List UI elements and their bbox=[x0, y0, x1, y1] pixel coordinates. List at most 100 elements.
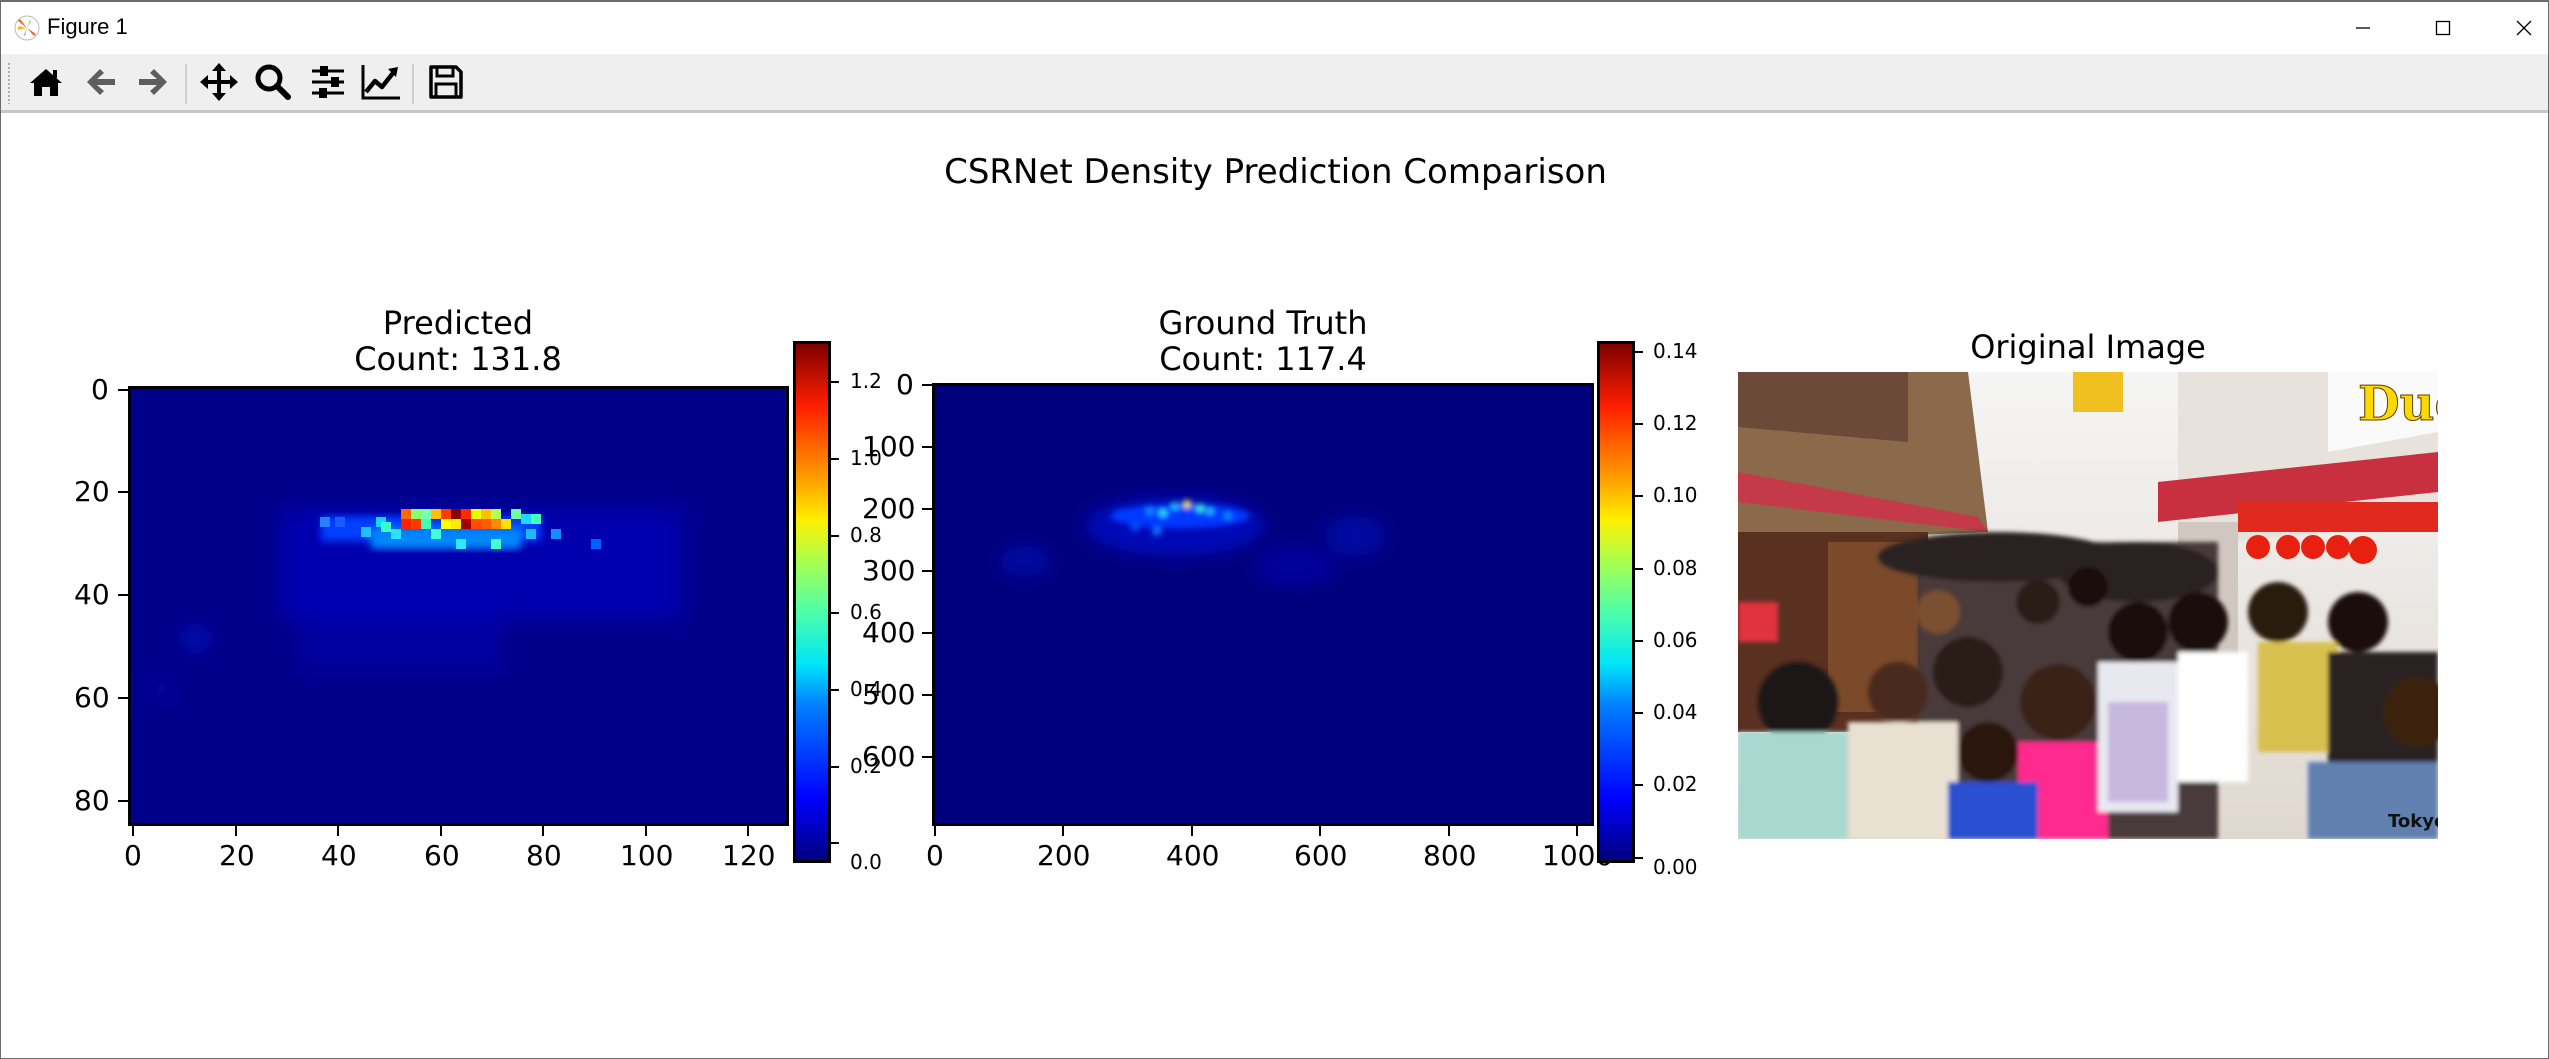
arrow-right-icon bbox=[139, 69, 167, 95]
sliders-icon bbox=[312, 66, 344, 98]
x-tick bbox=[1448, 826, 1450, 836]
y-tick-label: 0 bbox=[91, 373, 109, 406]
x-tick-label: 600 bbox=[1294, 839, 1348, 872]
colorbar-tick-label: 0.00 bbox=[1653, 855, 1698, 879]
predicted-count-label: Count: 131.8 bbox=[354, 340, 562, 378]
navigation-toolbar bbox=[1, 54, 2548, 113]
y-tick bbox=[922, 446, 932, 448]
minimize-icon bbox=[2356, 27, 2370, 29]
colorbar-tick-label: 0.04 bbox=[1653, 700, 1698, 724]
magnifier-icon bbox=[255, 64, 291, 100]
y-tick bbox=[922, 756, 932, 758]
predicted-title-line1: Predicted bbox=[382, 304, 534, 342]
home-button[interactable] bbox=[26, 62, 66, 102]
x-tick-label: 400 bbox=[1166, 839, 1220, 872]
window-title: Figure 1 bbox=[47, 14, 128, 39]
pan-button[interactable] bbox=[199, 62, 239, 102]
colorbar-tick bbox=[831, 842, 839, 844]
minimize-button[interactable] bbox=[2343, 12, 2383, 44]
colorbar-tick-label: 0.2 bbox=[850, 754, 882, 778]
ground-truth-heatmap-image bbox=[935, 386, 1591, 823]
x-tick bbox=[337, 826, 339, 836]
back-button[interactable] bbox=[81, 62, 121, 102]
y-tick bbox=[118, 697, 128, 699]
home-icon bbox=[30, 69, 62, 96]
y-tick-label: 300 bbox=[862, 554, 916, 587]
x-tick bbox=[132, 826, 134, 836]
maximize-icon bbox=[2435, 20, 2451, 36]
save-button[interactable] bbox=[426, 62, 466, 102]
close-icon bbox=[2516, 20, 2532, 36]
x-tick bbox=[747, 826, 749, 836]
zoom-button[interactable] bbox=[253, 62, 293, 102]
y-tick bbox=[922, 570, 932, 572]
colorbar-tick bbox=[1635, 712, 1643, 714]
edit-axis-button[interactable] bbox=[361, 62, 401, 102]
line-chart-icon bbox=[361, 65, 400, 100]
y-tick bbox=[118, 389, 128, 391]
y-tick bbox=[118, 594, 128, 596]
y-tick bbox=[922, 384, 932, 386]
x-tick-label: 100 bbox=[620, 839, 674, 872]
original-crowd-image[interactable]: Duc bbox=[1738, 372, 2438, 839]
colorbar-tick-label: 1.2 bbox=[850, 369, 882, 393]
figure-suptitle: CSRNet Density Prediction Comparison bbox=[944, 152, 1607, 192]
colorbar-tick-label: 0.08 bbox=[1653, 556, 1698, 580]
ground-truth-density-heatmap[interactable] bbox=[932, 383, 1594, 826]
colorbar-tick bbox=[831, 689, 839, 691]
colorbar-tick-label: 0.4 bbox=[850, 677, 882, 701]
floppy-disk-icon bbox=[429, 65, 463, 99]
y-tick bbox=[922, 632, 932, 634]
colorbar-tick-label: 0.8 bbox=[850, 523, 882, 547]
x-tick-label: 200 bbox=[1037, 839, 1091, 872]
maximize-button[interactable] bbox=[2423, 12, 2463, 44]
ground-truth-title-line1: Ground Truth bbox=[1158, 304, 1368, 342]
ground-truth-title: Ground Truth Count: 117.4 bbox=[1063, 305, 1463, 377]
x-tick-label: 0 bbox=[926, 839, 944, 872]
toolbar-separator bbox=[412, 64, 414, 104]
predicted-colorbar[interactable] bbox=[793, 341, 831, 863]
colorbar-tick bbox=[831, 535, 839, 537]
arrow-left-icon bbox=[87, 69, 115, 95]
colorbar-tick-label: 1.0 bbox=[850, 446, 882, 470]
x-tick-label: 40 bbox=[321, 839, 357, 872]
colorbar-tick-label: 0.06 bbox=[1653, 628, 1698, 652]
colorbar-tick bbox=[831, 612, 839, 614]
x-tick bbox=[645, 826, 647, 836]
colorbar-tick bbox=[1635, 784, 1643, 786]
colorbar-tick-label: 0.6 bbox=[850, 600, 882, 624]
x-tick bbox=[934, 826, 936, 836]
x-tick bbox=[440, 826, 442, 836]
x-tick bbox=[235, 826, 237, 836]
predicted-heatmap-image bbox=[131, 389, 786, 823]
y-tick-label: 600 bbox=[862, 740, 916, 773]
y-tick bbox=[118, 800, 128, 802]
x-tick bbox=[1576, 826, 1578, 836]
x-tick-label: 80 bbox=[526, 839, 562, 872]
x-tick-label: 800 bbox=[1423, 839, 1477, 872]
forward-button[interactable] bbox=[133, 62, 173, 102]
x-tick bbox=[1062, 826, 1064, 836]
crowd-photo-placeholder: Duc bbox=[1738, 372, 2438, 839]
configure-subplots-button[interactable] bbox=[308, 62, 348, 102]
matplotlib-logo-icon bbox=[14, 15, 40, 41]
colorbar-tick bbox=[1635, 568, 1643, 570]
y-tick bbox=[922, 508, 932, 510]
y-tick-label: 500 bbox=[862, 678, 916, 711]
colorbar-tick bbox=[1635, 351, 1643, 353]
svg-text:Tokyo: Tokyo bbox=[2388, 811, 2438, 832]
y-tick-label: 80 bbox=[74, 784, 110, 817]
ground-truth-colorbar[interactable] bbox=[1597, 341, 1635, 863]
colorbar-tick-label: 0.14 bbox=[1653, 339, 1698, 363]
y-tick-label: 200 bbox=[862, 492, 916, 525]
y-tick-label: 20 bbox=[74, 475, 110, 508]
y-tick bbox=[922, 694, 932, 696]
svg-text:Duc: Duc bbox=[2358, 376, 2438, 432]
close-button[interactable] bbox=[2504, 12, 2544, 44]
toolbar-grip[interactable] bbox=[7, 62, 11, 104]
predicted-density-heatmap[interactable] bbox=[128, 386, 789, 826]
y-tick-label: 40 bbox=[74, 578, 110, 611]
colorbar-tick bbox=[831, 458, 839, 460]
y-tick-label: 100 bbox=[862, 430, 916, 463]
y-tick-label: 0 bbox=[896, 368, 914, 401]
